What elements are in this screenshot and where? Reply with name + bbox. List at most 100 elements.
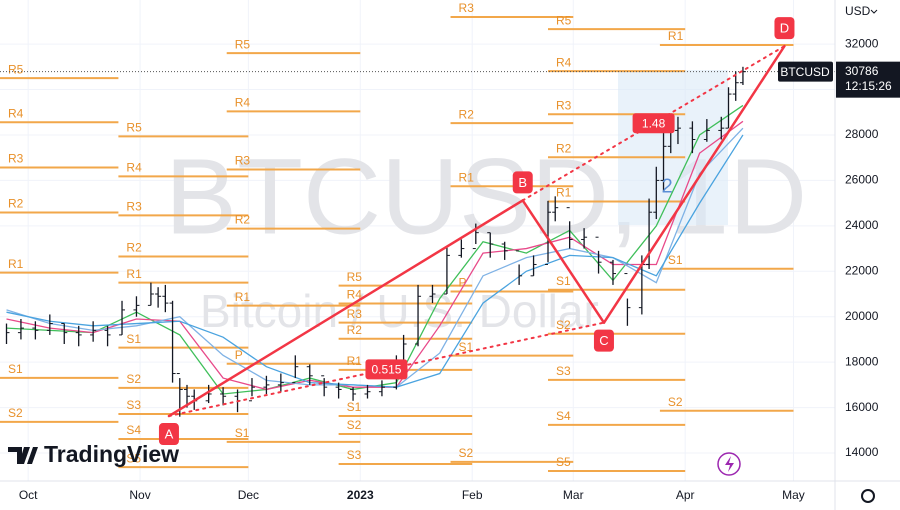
pivot-label: P bbox=[235, 348, 243, 362]
pivot-label: S1 bbox=[668, 253, 683, 267]
pivot-label: R4 bbox=[126, 160, 142, 174]
volume-profile-area bbox=[618, 70, 728, 225]
pattern-leg bbox=[167, 199, 524, 418]
pivot-label: S5 bbox=[126, 451, 141, 465]
x-tick-label: 2023 bbox=[347, 488, 374, 502]
pivot-label: R3 bbox=[8, 152, 24, 166]
y-tick-label: 26000 bbox=[845, 173, 879, 187]
pivot-label: R5 bbox=[235, 37, 251, 51]
pivot-label: R1 bbox=[556, 186, 572, 200]
pivot-label: R5 bbox=[556, 13, 572, 27]
pivot-label: S4 bbox=[126, 423, 141, 437]
pattern-projection bbox=[167, 321, 605, 418]
plot: R5 R4 R3 R2 R1 S1 S2 R5 R4 R3 R2 R1 S1 S2 S3 S4 S5 R5 R4 R3… bbox=[0, 1, 835, 473]
pivot-label: S1 bbox=[347, 400, 362, 414]
y-tick-label: 24000 bbox=[845, 218, 879, 232]
moving-average bbox=[6, 134, 744, 388]
pivot-label: S1 bbox=[235, 426, 250, 440]
pattern-projection bbox=[521, 45, 786, 202]
pivot-label: R3 bbox=[235, 154, 251, 168]
pivot-label: R1 bbox=[668, 29, 684, 43]
annotation: 2 bbox=[662, 176, 673, 198]
pivot-label: R5 bbox=[347, 270, 363, 284]
pivot-label: R1 bbox=[459, 170, 475, 184]
pivot-label: S1 bbox=[126, 332, 141, 346]
watermark-subtitle: Bitcoin / U.S. Dollar bbox=[200, 285, 599, 337]
symbol-box bbox=[778, 61, 833, 82]
x-tick-label: Feb bbox=[462, 488, 483, 502]
brand: TradingView bbox=[44, 441, 179, 467]
pivot-label: R2 bbox=[126, 241, 142, 255]
pivot-label: R1 bbox=[8, 257, 24, 271]
pivot-label: R4 bbox=[347, 288, 363, 302]
x-tick-label: Oct bbox=[19, 488, 38, 502]
point-label: D bbox=[780, 21, 789, 36]
pivot-label: S1 bbox=[459, 340, 474, 354]
pivot-label: S2 bbox=[126, 372, 141, 386]
pivot-label: S3 bbox=[126, 398, 141, 412]
pivot-label: R5 bbox=[126, 120, 142, 134]
pivot-label: R2 bbox=[235, 213, 251, 227]
pivot-label: S2 bbox=[556, 318, 571, 332]
pivot-label: S1 bbox=[8, 362, 23, 376]
pivot-label: S2 bbox=[8, 406, 23, 420]
x-tick-label: Mar bbox=[563, 488, 584, 502]
pivot-label: S2 bbox=[459, 446, 474, 460]
pivot-label: R4 bbox=[8, 106, 24, 120]
pivot-label: S1 bbox=[556, 274, 571, 288]
pivot-label: R3 bbox=[459, 1, 475, 15]
logo-mark bbox=[8, 447, 38, 464]
price-box bbox=[836, 61, 900, 98]
point-label: B bbox=[518, 175, 527, 190]
point-box bbox=[512, 171, 533, 194]
pivot-label: S2 bbox=[347, 418, 362, 432]
pattern-leg bbox=[521, 199, 606, 324]
pivot-label: P bbox=[459, 276, 467, 290]
x-tick-label: Apr bbox=[676, 488, 695, 502]
symbol-label: BTCUSD bbox=[780, 65, 830, 79]
pivot-label: R1 bbox=[235, 290, 251, 304]
last-price-label: 30786 bbox=[845, 64, 879, 78]
y-tick-label: 28000 bbox=[845, 127, 879, 141]
pivot-label: R3 bbox=[126, 200, 142, 214]
point-box bbox=[158, 423, 179, 446]
alert-bolt bbox=[725, 456, 734, 472]
pivot-label: R2 bbox=[8, 197, 24, 211]
point-label: C bbox=[599, 333, 608, 348]
countdown: 12:15:26 bbox=[845, 79, 892, 93]
pivot-label: S5 bbox=[556, 455, 571, 469]
pattern-leg bbox=[602, 44, 786, 324]
pivot-label: R3 bbox=[556, 98, 572, 112]
pivot-label: R4 bbox=[235, 96, 251, 110]
y-tick-label: 16000 bbox=[845, 400, 879, 414]
pivot-label: R2 bbox=[347, 323, 363, 337]
point-box bbox=[774, 17, 795, 40]
y-tick-label: 18000 bbox=[845, 354, 879, 368]
pivot-label: S3 bbox=[556, 364, 571, 378]
pivot-label: R2 bbox=[459, 107, 475, 121]
x-tick-label: Nov bbox=[129, 488, 150, 502]
ratio-box bbox=[365, 359, 408, 380]
pivot-label: S3 bbox=[347, 448, 362, 462]
ratio-label: 0.515 bbox=[371, 362, 401, 376]
pivot-label: R4 bbox=[556, 55, 572, 69]
pivot-label: R1 bbox=[347, 354, 363, 368]
settings-icon[interactable] bbox=[861, 489, 875, 503]
y-tick-label: 20000 bbox=[845, 309, 879, 323]
pivot-label: R5 bbox=[8, 62, 24, 76]
pivot-label: S4 bbox=[556, 409, 571, 423]
currency-caret bbox=[870, 9, 878, 14]
ratio-box bbox=[632, 113, 675, 134]
point-box bbox=[593, 329, 614, 352]
y-tick-label: 14000 bbox=[845, 445, 879, 459]
x-tick-label: May bbox=[782, 488, 805, 502]
brand-logo: TradingView bbox=[8, 441, 179, 467]
ratio-label: 1.48 bbox=[642, 116, 666, 130]
x-tick-label: Dec bbox=[238, 488, 259, 502]
y-tick-label: 32000 bbox=[845, 36, 879, 50]
point-label: A bbox=[165, 426, 174, 441]
pivot-label: R1 bbox=[126, 267, 142, 281]
currency: USD bbox=[845, 4, 871, 18]
